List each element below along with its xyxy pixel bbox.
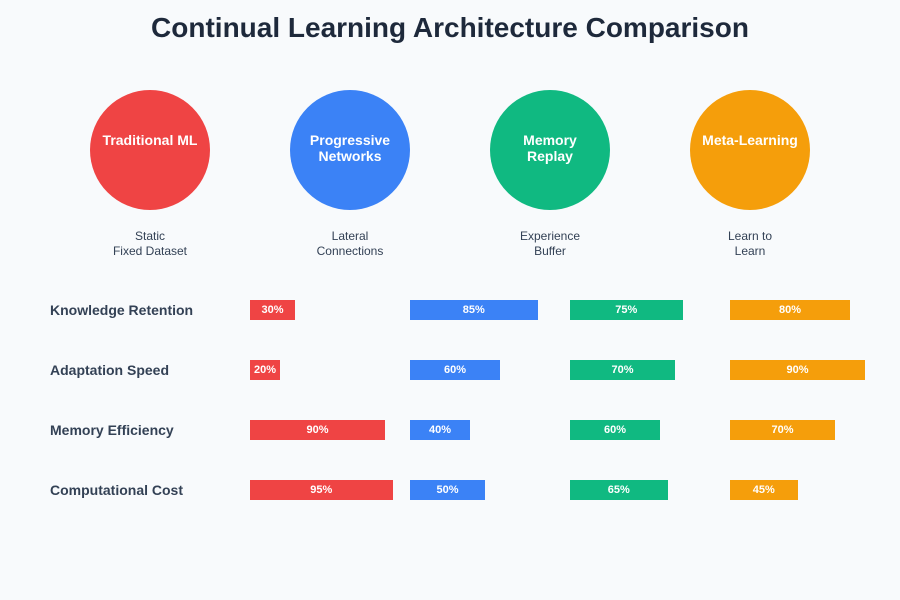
bar: 85% <box>410 300 538 320</box>
description-line: Experience <box>519 229 581 243</box>
description-line: Learn to <box>727 229 773 243</box>
bar: 95% <box>250 480 393 500</box>
architecture-name-line: Replay <box>527 148 573 164</box>
bar-value-label: 90% <box>786 364 809 376</box>
architecture-description: Lateral Connections <box>250 229 450 259</box>
bar: 50% <box>410 480 485 500</box>
metric-label: Adaptation Speed <box>50 362 170 378</box>
description-line: Learn <box>734 244 766 258</box>
architecture-circle: Progressive Networks <box>290 90 410 210</box>
bar-value-label: 60% <box>443 364 467 376</box>
description-line: Connections <box>316 244 384 258</box>
bar: 30% <box>250 300 295 320</box>
bar: 70% <box>730 420 835 440</box>
bar-value-label: 75% <box>615 304 638 316</box>
bar-value-label: 60% <box>603 424 627 436</box>
bar-value-label: 40% <box>428 424 452 436</box>
bar-value-label: 50% <box>436 484 459 496</box>
bar-value-label: 85% <box>462 304 485 316</box>
bar-value-label: 65% <box>607 484 630 496</box>
bar-value-label: 30% <box>261 304 284 316</box>
bar: 75% <box>570 300 683 320</box>
bar: 45% <box>730 480 798 500</box>
architecture-name: Memory Replay <box>490 132 610 164</box>
architecture-name: Traditional ML <box>90 132 210 148</box>
bar-value-label: 70% <box>611 364 634 376</box>
bar-value-label: 90% <box>306 424 329 436</box>
architecture-circle: Traditional ML <box>90 90 210 210</box>
architecture-description: Learn to Learn <box>650 229 850 259</box>
metric-label: Knowledge Retention <box>50 302 194 318</box>
architecture-name-line: Progressive <box>309 132 391 148</box>
bar: 40% <box>410 420 470 440</box>
architecture-name-line: Meta-Learning <box>702 132 798 148</box>
bar-value-label: 70% <box>771 424 794 436</box>
bar-value-label: 80% <box>778 304 802 316</box>
bar-value-label: 20% <box>253 364 277 376</box>
architecture-name-line: Networks <box>318 148 382 164</box>
architecture-name-line: Traditional ML <box>102 132 198 148</box>
bar: 70% <box>570 360 675 380</box>
description-line: Buffer <box>534 244 566 258</box>
description-line: Lateral <box>331 229 369 243</box>
bar: 60% <box>570 420 660 440</box>
bar: 65% <box>570 480 668 500</box>
architecture-name-line: Memory <box>523 132 577 148</box>
description-line: Static <box>134 229 165 243</box>
bar-value-label: 45% <box>752 484 775 496</box>
architecture-circle: Meta-Learning <box>690 90 810 210</box>
bar-value-label: 95% <box>310 484 333 496</box>
bar: 80% <box>730 300 850 320</box>
architecture-description: Experience Buffer <box>450 229 650 259</box>
bar: 90% <box>250 420 385 440</box>
page-title: Continual Learning Architecture Comparis… <box>151 12 749 43</box>
bar: 90% <box>730 360 865 380</box>
bar: 20% <box>250 360 280 380</box>
metric-label: Computational Cost <box>50 482 183 498</box>
architecture-name: Progressive Networks <box>290 132 410 164</box>
architecture-description: Static Fixed Dataset <box>50 229 250 259</box>
description-line: Fixed Dataset <box>112 244 188 258</box>
bar: 60% <box>410 360 500 380</box>
metric-label: Memory Efficiency <box>50 422 174 438</box>
architecture-name: Meta-Learning <box>690 132 810 148</box>
architecture-circle: Memory Replay <box>490 90 610 210</box>
